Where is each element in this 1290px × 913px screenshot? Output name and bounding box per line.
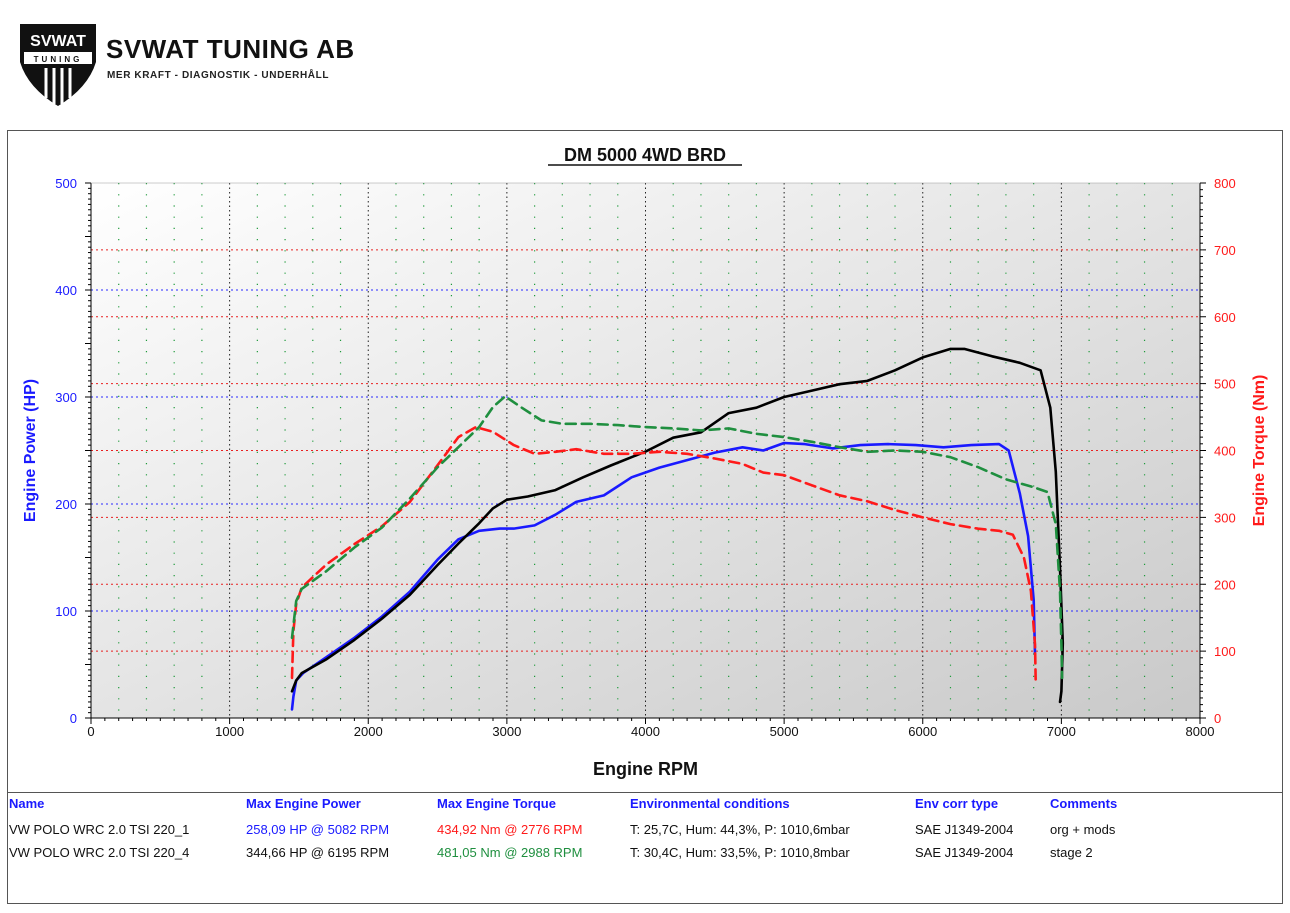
series-line-4 [290, 394, 1064, 680]
x-tick-label: 1000 [215, 724, 244, 739]
x-tick-label: 0 [87, 724, 94, 739]
x-tick-label: 4000 [631, 724, 660, 739]
table-header-name: Name [9, 796, 45, 811]
row1-name: VW POLO WRC 2.0 TSI 220_1 [9, 822, 190, 837]
row1-environment: T: 25,7C, Hum: 44,3%, P: 1010,6mbar [630, 822, 850, 837]
table-header-torque: Max Engine Torque [437, 796, 556, 811]
y-tick-label: 400 [55, 283, 77, 298]
row1-max-torque: 434,92 Nm @ 2776 RPM [437, 822, 583, 837]
company-name: SVWAT TUNING AB [106, 34, 355, 64]
y-tick-label: 200 [55, 497, 77, 512]
y2-tick-label: 100 [1214, 644, 1236, 659]
x-tick-label: 7000 [1047, 724, 1076, 739]
y-tick-label: 500 [55, 176, 77, 191]
y2-tick-label: 500 [1214, 377, 1236, 392]
x-tick-label: 2000 [354, 724, 383, 739]
row1-comments: org + mods [1050, 822, 1116, 837]
y-tick-label: 300 [55, 390, 77, 405]
x-tick-label: 8000 [1186, 724, 1215, 739]
y2-tick-label: 400 [1214, 444, 1236, 459]
y2-tick-label: 700 [1214, 243, 1236, 258]
company-logo: SVWAT TUNING [20, 24, 96, 106]
y2-tick-label: 300 [1214, 510, 1236, 525]
chart-title: DM 5000 4WD BRD [564, 145, 726, 165]
row2-name: VW POLO WRC 2.0 TSI 220_4 [9, 845, 190, 860]
company-tagline: MER KRAFT - DIAGNOSTIK - UNDERHÅLL [107, 70, 330, 81]
y-tick-label: 0 [70, 711, 77, 726]
table-header-power: Max Engine Power [246, 796, 361, 811]
dyno-chart: 0 1000 2000 3000 4000 5000 6000 7000 80000100200… [22, 145, 1268, 779]
logo-subtext: TUNING [34, 55, 83, 64]
results-table: Name Max Engine Power Max Engine Torque … [7, 792, 1283, 904]
dyno-chart-frame: 0 1000 2000 3000 4000 5000 6000 7000 8000 0 100 200… [7, 130, 1283, 904]
y2-axis-label: Engine Torque (Nm) [1251, 375, 1268, 527]
y-axis-label: Engine Power (HP) [22, 379, 39, 522]
x-tick-label: 6000 [908, 724, 937, 739]
x-tick-label: 3000 [492, 724, 521, 739]
y2-tick-label: 600 [1214, 310, 1236, 325]
row2-max-torque: 481,05 Nm @ 2988 RPM [437, 845, 583, 860]
series-line-1 [290, 441, 1037, 711]
page-header: SVWAT TUNING SVWAT TUNING AB MER KRAFT -… [0, 0, 1290, 120]
table-header-corr-type: Env corr type [915, 796, 999, 811]
series-lines [290, 347, 1065, 711]
row1-max-power: 258,09 HP @ 5082 RPM [246, 822, 390, 837]
axes: 0 1000 2000 3000 4000 5000 6000 7000 80000100200… [55, 176, 1235, 739]
row2-environment: T: 30,4C, Hum: 33,5%, P: 1010,8mbar [630, 845, 850, 860]
x-axis-label: Engine RPM [593, 759, 698, 779]
y2-tick-label: 800 [1214, 176, 1236, 191]
series-line-2 [290, 347, 1065, 704]
x-tick-label: 5000 [770, 724, 799, 739]
table-header-environment: Environmental conditions [630, 796, 790, 811]
y-tick-label: 100 [55, 604, 77, 619]
y2-tick-label: 200 [1214, 577, 1236, 592]
logo-text: SVWAT [30, 33, 86, 50]
y2-tick-label: 0 [1214, 711, 1221, 726]
row2-comments: stage 2 [1050, 845, 1093, 860]
row1-corr-type: SAE J1349-2004 [915, 822, 1014, 837]
row2-max-power: 344,66 HP @ 6195 RPM [246, 845, 390, 860]
table-header-comments: Comments [1050, 796, 1118, 811]
row2-corr-type: SAE J1349-2004 [915, 845, 1014, 860]
